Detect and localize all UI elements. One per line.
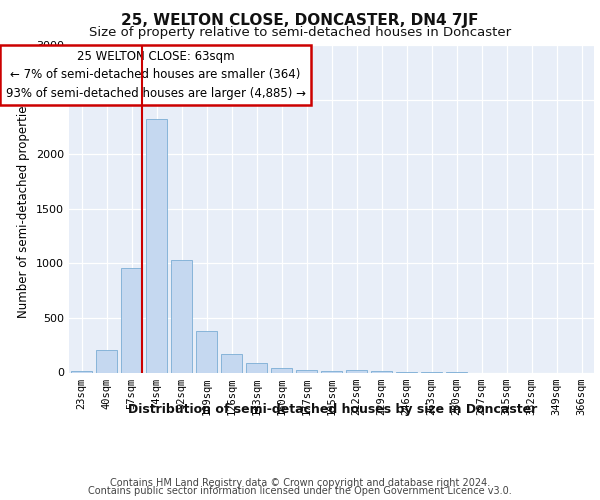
Text: Size of property relative to semi-detached houses in Doncaster: Size of property relative to semi-detach… (89, 26, 511, 39)
Bar (221, 354, 242, 372)
Text: Contains public sector information licensed under the Open Government Licence v3: Contains public sector information licen… (88, 486, 512, 496)
Text: Distribution of semi-detached houses by size in Doncaster: Distribution of semi-detached houses by … (128, 402, 538, 415)
Text: Contains HM Land Registry data © Crown copyright and database right 2024.: Contains HM Land Registry data © Crown c… (110, 478, 490, 488)
Bar (246, 363, 267, 372)
Bar (271, 368, 292, 372)
Bar (196, 331, 217, 372)
Bar (171, 260, 192, 372)
Bar (96, 350, 117, 372)
Bar (146, 119, 167, 372)
Text: 25, WELTON CLOSE, DONCASTER, DN4 7JF: 25, WELTON CLOSE, DONCASTER, DN4 7JF (121, 12, 479, 28)
Bar (296, 370, 317, 372)
Bar (346, 370, 367, 372)
Y-axis label: Number of semi-detached properties: Number of semi-detached properties (17, 100, 31, 318)
Text: 25 WELTON CLOSE: 63sqm
← 7% of semi-detached houses are smaller (364)
93% of sem: 25 WELTON CLOSE: 63sqm ← 7% of semi-deta… (5, 50, 305, 100)
Bar (71, 370, 92, 372)
Bar (121, 268, 142, 372)
